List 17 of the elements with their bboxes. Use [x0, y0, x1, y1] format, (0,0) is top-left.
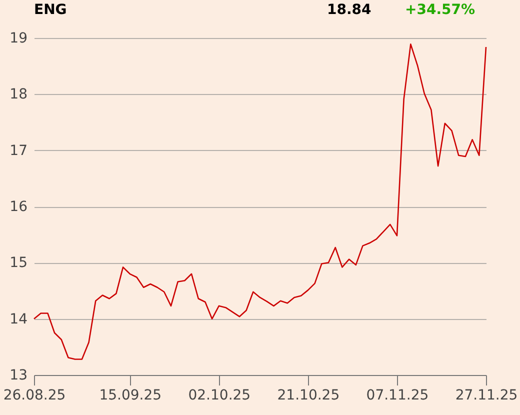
y-tick-label: 16 [10, 199, 28, 215]
text: +34.57% [405, 2, 476, 18]
x-tick-label: 02.10.25 [188, 388, 251, 404]
y-tick-label: 14 [10, 311, 28, 328]
text: 18.84 [327, 2, 372, 18]
x-tick-label: 21.10.25 [277, 388, 340, 404]
y-tick-label: 15 [10, 255, 28, 272]
x-tick-label: 26.08.25 [3, 388, 66, 404]
line-series [33, 44, 487, 360]
x-tick-label: 15.09.25 [99, 388, 162, 404]
x-tick-label: 07.11.25 [366, 388, 429, 404]
chart-title: ENG [34, 2, 67, 18]
x-tick-label: 27.11.25 [455, 388, 518, 404]
y-tick-label: 19 [10, 30, 28, 46]
y-tick-label: 13 [10, 368, 28, 384]
y-tick-label: 18 [10, 86, 28, 103]
y-tick-label: 17 [10, 142, 28, 159]
